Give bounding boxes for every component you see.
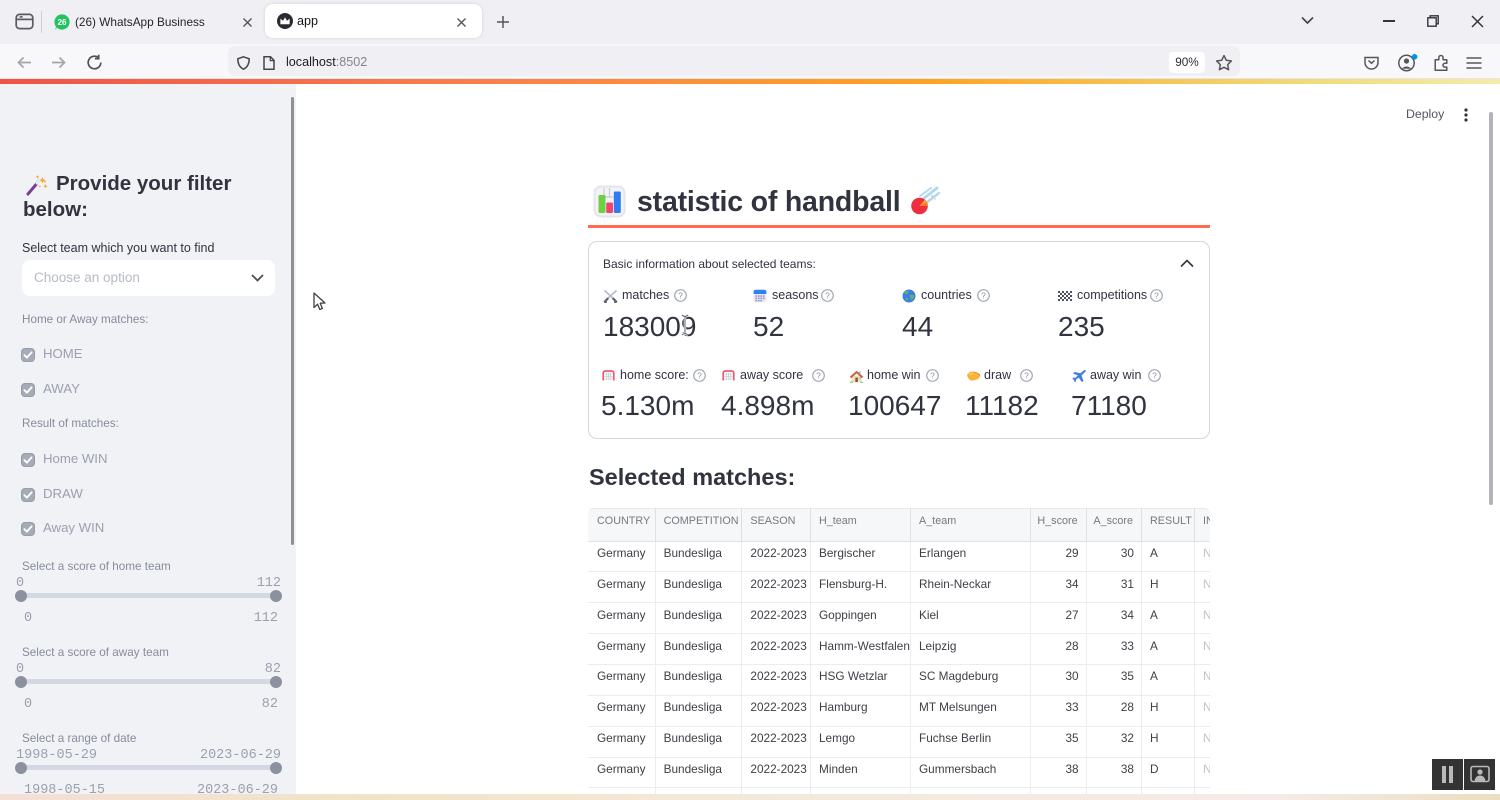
svg-text:?: ? — [816, 370, 821, 380]
svg-text:?: ? — [1024, 370, 1029, 380]
svg-text:?: ? — [825, 290, 830, 300]
svg-text:26: 26 — [57, 18, 67, 27]
svg-text:?: ? — [678, 290, 683, 300]
svg-text:?: ? — [1154, 290, 1159, 300]
svg-text:?: ? — [981, 290, 986, 300]
svg-text:?: ? — [1152, 370, 1157, 380]
svg-text:?: ? — [697, 370, 702, 380]
svg-text:?: ? — [930, 370, 935, 380]
